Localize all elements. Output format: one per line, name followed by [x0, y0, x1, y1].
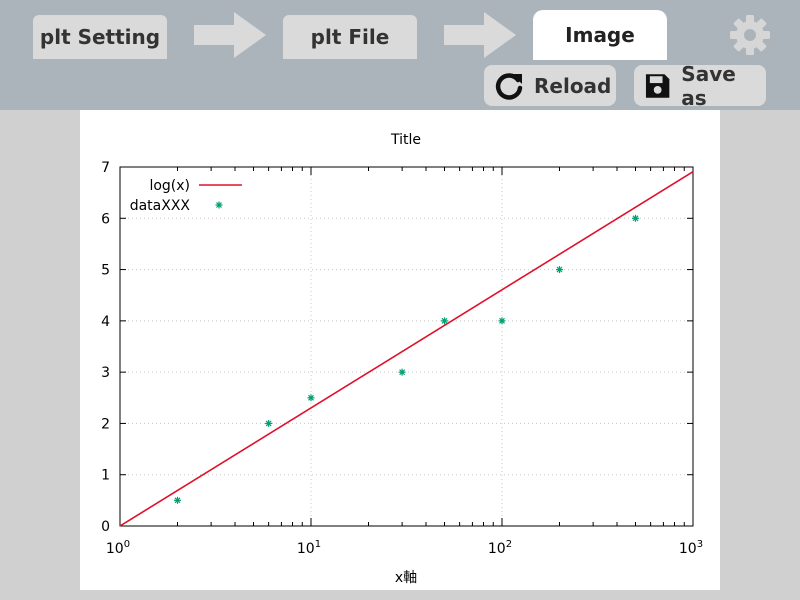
arrow-right-icon — [194, 12, 266, 58]
tab-plt-setting[interactable]: plt Setting — [33, 15, 167, 59]
x-tick-label: 102 — [488, 539, 512, 557]
legend-swatch-point — [215, 201, 223, 209]
plot-image: 0 1 2 3 4 5 6 7 100 101 102 103 log(x) dataXXX Title… — [80, 110, 720, 590]
x-tick-label: 100 — [106, 539, 130, 557]
y-tick-label: 2 — [101, 416, 110, 432]
tab-image-label: Image — [565, 23, 635, 47]
save-as-label: Save as — [681, 61, 736, 110]
data-point — [398, 368, 406, 376]
x-tick-label: 103 — [679, 539, 703, 557]
reload-label: Reload — [534, 73, 612, 98]
x-axis-label: x軸 — [395, 570, 417, 586]
legend: log(x) dataXXX — [130, 178, 242, 214]
data-point — [441, 317, 449, 325]
plot-border — [119, 166, 694, 527]
y-tick-label: 6 — [101, 211, 110, 227]
tab-plt-setting-label: plt Setting — [39, 25, 161, 49]
reload-icon — [495, 72, 523, 100]
data-point — [307, 394, 315, 402]
data-point — [173, 496, 181, 504]
gear-icon[interactable] — [729, 14, 771, 56]
tab-image[interactable]: Image — [533, 10, 667, 60]
floppy-disk-icon — [645, 73, 670, 98]
x-tick-label: 101 — [297, 539, 321, 557]
top-toolbar: plt Setting plt File Image Reload — [0, 0, 800, 110]
axis-ticks: 0 1 2 3 4 5 6 7 100 101 102 103 — [101, 160, 703, 557]
arrow-right-icon — [444, 12, 516, 58]
y-tick-label: 3 — [101, 365, 110, 381]
series-layer — [119, 171, 694, 527]
tab-plt-file-label: plt File — [310, 25, 390, 49]
tab-plt-file[interactable]: plt File — [283, 15, 417, 59]
plot-frame — [119, 166, 694, 527]
save-as-button[interactable]: Save as — [634, 62, 766, 110]
series-line-log-x — [119, 171, 694, 527]
data-point — [498, 317, 506, 325]
chart-title: Title — [390, 132, 421, 148]
y-tick-label: 7 — [101, 160, 110, 176]
legend-label-dataxxx: dataXXX — [130, 198, 191, 214]
chart: 0 1 2 3 4 5 6 7 100 101 102 103 log(x) dataXXX Title… — [101, 132, 703, 586]
reload-button[interactable]: Reload — [484, 65, 616, 106]
y-tick-label: 4 — [101, 314, 110, 330]
y-tick-label: 1 — [101, 468, 110, 484]
data-point — [265, 419, 273, 427]
data-point — [555, 266, 563, 274]
legend-label-log-x: log(x) — [149, 178, 190, 194]
y-tick-label: 5 — [101, 263, 110, 279]
y-tick-label: 0 — [101, 519, 110, 535]
data-point — [632, 214, 640, 222]
